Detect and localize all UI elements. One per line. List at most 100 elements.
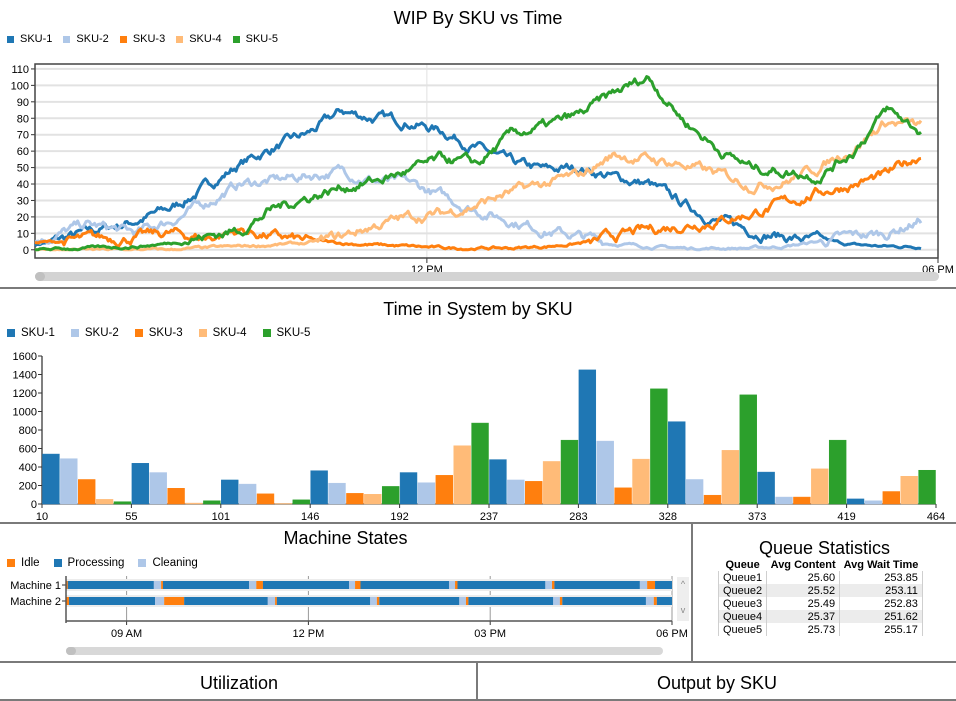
y-tick-label: 600 — [19, 444, 37, 456]
timeline-vertical-scrollbar[interactable]: ^ v — [677, 577, 689, 621]
segment-processing — [263, 581, 349, 589]
table-row: Queue5 25.73 255.17 — [719, 623, 923, 636]
column-header-avg-wait-time[interactable]: Avg Wait Time — [840, 559, 923, 571]
series-line-sku-1 — [35, 110, 921, 249]
bar-sku-2-237 — [507, 480, 524, 504]
column-header-avg-content[interactable]: Avg Content — [767, 559, 840, 571]
segment-idle — [455, 581, 457, 589]
y-tick-label: 0 — [31, 499, 37, 511]
cell-queue: Queue3 — [719, 597, 767, 610]
bar-sku-1-283 — [579, 370, 596, 504]
y-tick-label: 1200 — [13, 388, 37, 400]
y-tick-label: 90 — [17, 97, 29, 109]
cell-avg-wait-time: 253.85 — [840, 571, 923, 584]
bar-sku-5-237 — [561, 440, 578, 504]
segment-idle — [161, 581, 163, 589]
segment-processing — [184, 597, 268, 605]
cell-queue: Queue2 — [719, 584, 767, 597]
x-tick-label: 12 PM — [293, 628, 325, 640]
scrollbar-thumb[interactable] — [35, 272, 45, 281]
y-tick-label: 30 — [17, 195, 29, 207]
cell-avg-content: 25.49 — [767, 597, 840, 610]
utilization-title: Utilization — [0, 673, 478, 694]
segment-processing — [277, 597, 370, 605]
segment-idle — [256, 581, 263, 589]
queue-statistics-table: Queue Avg Content Avg Wait Time Queue1 2… — [718, 559, 923, 636]
bar-sku-5-419 — [919, 470, 936, 504]
y-tick-label: 50 — [17, 163, 29, 175]
segment-idle — [647, 581, 655, 589]
segment-idle — [275, 597, 277, 605]
bar-sku-3-283 — [615, 488, 632, 504]
scrollbar-thumb[interactable] — [66, 647, 76, 655]
cell-queue: Queue1 — [719, 571, 767, 584]
bar-sku-4-237 — [543, 461, 560, 504]
timeline-horizontal-scrollbar[interactable] — [66, 647, 663, 655]
column-header-queue[interactable]: Queue — [719, 559, 767, 571]
segment-processing — [379, 597, 459, 605]
y-tick-label: 110 — [11, 64, 29, 76]
bar-sku-3-192 — [436, 475, 453, 504]
segment-cleaning — [545, 581, 552, 589]
bar-sku-1-101 — [221, 480, 238, 504]
bar-sku-4-10 — [96, 499, 113, 504]
bar-sku-4-55 — [186, 503, 203, 504]
bar-sku-4-283 — [633, 459, 650, 504]
bar-sku-5-283 — [650, 389, 667, 504]
x-tick-label: 06 PM — [656, 628, 688, 640]
segment-processing — [657, 597, 672, 605]
segment-processing — [655, 581, 672, 589]
segment-cleaning — [459, 597, 466, 605]
segment-cleaning — [553, 597, 560, 605]
wip-horizontal-scrollbar[interactable] — [35, 272, 939, 281]
bar-sku-3-328 — [704, 495, 721, 504]
segment-idle — [654, 597, 657, 605]
bar-sku-3-101 — [257, 494, 274, 504]
x-tick-label: 09 AM — [111, 628, 142, 640]
segment-idle — [377, 597, 379, 605]
scroll-up-icon[interactable]: ^ — [677, 579, 689, 589]
wip-panel: WIP By SKU vs Time SKU-1 SKU-2 SKU-3 SKU… — [0, 0, 956, 289]
table-row: Queue3 25.49 252.83 — [719, 597, 923, 610]
bar-sku-4-373 — [811, 469, 828, 504]
table-row: Queue4 25.37 251.62 — [719, 610, 923, 623]
cell-queue: Queue5 — [719, 623, 767, 636]
queue-statistics-title: Queue Statistics — [693, 538, 956, 559]
scroll-down-icon[interactable]: v — [677, 605, 689, 615]
y-tick-label: 800 — [19, 425, 37, 437]
y-tick-label: 100 — [11, 80, 29, 92]
bar-sku-3-55 — [168, 488, 185, 504]
bar-sku-2-328 — [686, 479, 703, 504]
bar-sku-2-10 — [60, 459, 77, 504]
y-tick-label: 20 — [17, 212, 29, 224]
bar-sku-5-10 — [114, 502, 131, 504]
cell-avg-wait-time: 251.62 — [840, 610, 923, 623]
segment-idle — [552, 581, 554, 589]
y-tick-label: 40 — [17, 179, 29, 191]
cell-avg-content: 25.60 — [767, 571, 840, 584]
segment-idle — [466, 597, 468, 605]
bar-sku-3-373 — [793, 497, 810, 504]
segment-cleaning — [155, 597, 164, 605]
segment-processing — [554, 581, 639, 589]
machine-states-panel: Machine States Idle Processing Cleaning … — [0, 522, 693, 665]
cell-queue: Queue4 — [719, 610, 767, 623]
segment-cleaning — [370, 597, 377, 605]
bar-sku-3-146 — [346, 493, 363, 504]
bar-sku-5-192 — [472, 423, 489, 504]
bar-sku-5-373 — [829, 440, 846, 504]
y-tick-label: 80 — [17, 113, 29, 125]
segment-processing — [69, 597, 155, 605]
bar-sku-1-373 — [758, 472, 775, 504]
machine-label: Machine 2 — [10, 596, 61, 608]
segment-processing — [562, 597, 646, 605]
segment-cleaning — [449, 581, 455, 589]
y-tick-label: 60 — [17, 146, 29, 158]
segment-processing — [468, 597, 553, 605]
y-tick-label: 200 — [19, 481, 37, 493]
bar-sku-3-10 — [78, 479, 95, 504]
segment-processing — [163, 581, 249, 589]
y-tick-label: 1600 — [13, 351, 37, 363]
